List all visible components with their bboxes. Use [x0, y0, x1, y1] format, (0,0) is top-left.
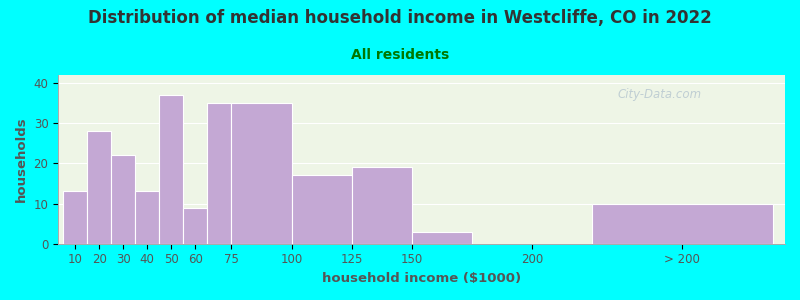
Bar	[412, 232, 472, 244]
Bar	[135, 191, 159, 244]
Bar	[231, 103, 292, 244]
Bar	[352, 167, 412, 244]
Text: City-Data.com: City-Data.com	[618, 88, 702, 101]
Bar	[593, 204, 773, 244]
X-axis label: household income ($1000): household income ($1000)	[322, 272, 521, 285]
Text: All residents: All residents	[351, 48, 449, 62]
Bar	[292, 176, 352, 244]
Bar	[63, 191, 87, 244]
Text: Distribution of median household income in Westcliffe, CO in 2022: Distribution of median household income …	[88, 9, 712, 27]
Y-axis label: households: households	[15, 116, 28, 202]
Bar	[159, 95, 183, 244]
Bar	[87, 131, 111, 244]
Bar	[111, 155, 135, 244]
Bar	[183, 208, 207, 244]
Bar	[207, 103, 231, 244]
